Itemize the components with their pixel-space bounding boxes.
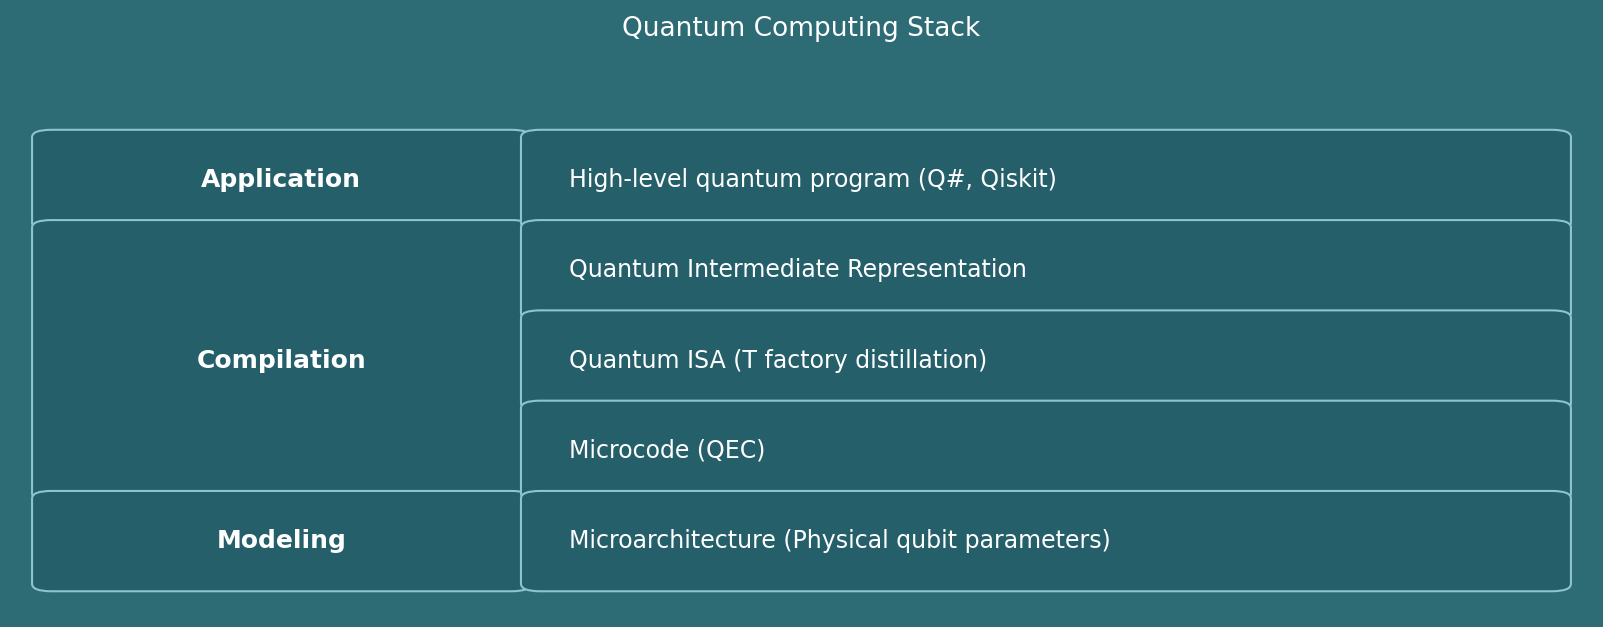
Text: High-level quantum program (Q#, Qiskit): High-level quantum program (Q#, Qiskit)	[569, 168, 1056, 192]
Text: Microcode (QEC): Microcode (QEC)	[569, 439, 766, 463]
FancyBboxPatch shape	[521, 310, 1571, 411]
FancyBboxPatch shape	[521, 220, 1571, 320]
FancyBboxPatch shape	[32, 220, 531, 501]
Text: Compilation: Compilation	[197, 349, 365, 372]
FancyBboxPatch shape	[32, 491, 531, 591]
FancyBboxPatch shape	[521, 401, 1571, 501]
Text: Application: Application	[202, 168, 361, 192]
Text: Modeling: Modeling	[216, 529, 346, 553]
FancyBboxPatch shape	[32, 130, 531, 230]
Text: Quantum ISA (T factory distillation): Quantum ISA (T factory distillation)	[569, 349, 987, 372]
FancyBboxPatch shape	[521, 130, 1571, 230]
Text: Quantum Intermediate Representation: Quantum Intermediate Representation	[569, 258, 1028, 282]
Text: Quantum Computing Stack: Quantum Computing Stack	[622, 16, 981, 42]
FancyBboxPatch shape	[521, 491, 1571, 591]
Text: Microarchitecture (Physical qubit parameters): Microarchitecture (Physical qubit parame…	[569, 529, 1111, 553]
